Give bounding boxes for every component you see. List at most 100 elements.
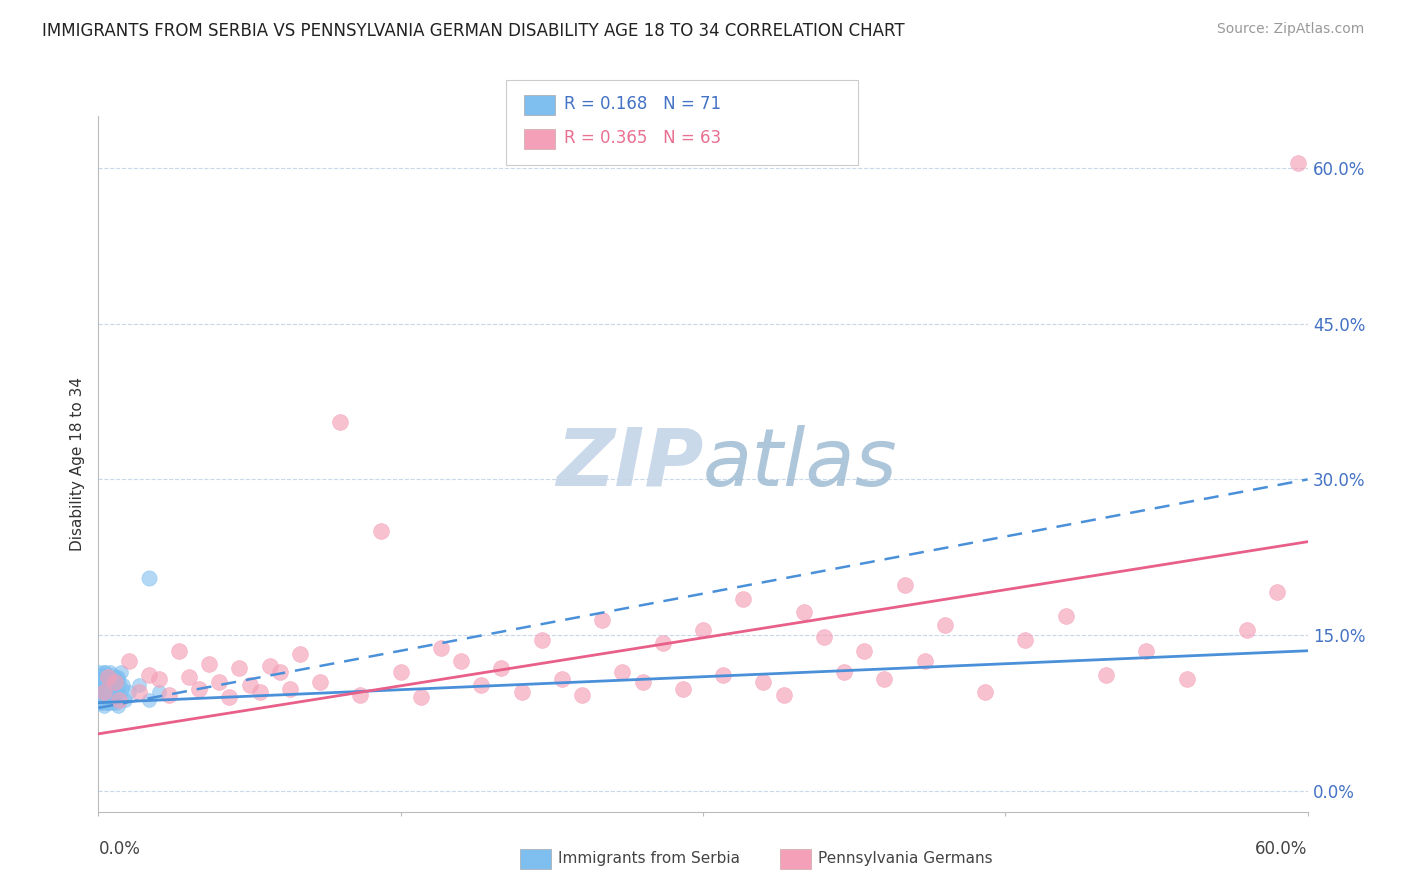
Point: [90, 689, 112, 703]
Point: [93, 685, 115, 699]
Text: 0.0%: 0.0%: [98, 839, 141, 857]
Point: [832, 665, 855, 679]
Point: [97, 678, 120, 692]
Point: [93, 674, 115, 689]
Point: [259, 659, 281, 673]
Point: [107, 698, 129, 713]
Point: [853, 644, 876, 658]
Point: [813, 630, 835, 644]
Point: [90, 692, 112, 706]
Point: [89, 696, 111, 710]
Point: [93, 689, 115, 703]
Point: [128, 685, 150, 699]
Point: [93, 692, 115, 706]
Point: [631, 674, 654, 689]
Point: [94, 690, 117, 705]
Point: [1054, 609, 1077, 624]
Point: [105, 696, 128, 710]
Point: [100, 674, 122, 689]
Point: [110, 665, 132, 679]
Point: [89, 670, 111, 684]
Point: [167, 644, 190, 658]
Point: [90, 674, 112, 689]
Y-axis label: Disability Age 18 to 34: Disability Age 18 to 34: [70, 376, 86, 551]
Point: [772, 689, 794, 703]
Point: [89, 689, 111, 703]
Point: [692, 623, 714, 637]
Point: [470, 678, 492, 692]
Point: [612, 665, 634, 679]
Point: [90, 667, 112, 681]
Text: IMMIGRANTS FROM SERBIA VS PENNSYLVANIA GERMAN DISABILITY AGE 18 TO 34 CORRELATIO: IMMIGRANTS FROM SERBIA VS PENNSYLVANIA G…: [42, 22, 905, 40]
Point: [100, 696, 122, 710]
Text: Pennsylvania Germans: Pennsylvania Germans: [818, 851, 993, 865]
Point: [793, 605, 815, 619]
Point: [93, 665, 115, 679]
Point: [1267, 584, 1289, 599]
Point: [530, 633, 553, 648]
Point: [97, 696, 120, 710]
Point: [711, 667, 734, 681]
Point: [104, 689, 127, 703]
Point: [218, 690, 240, 705]
Point: [269, 665, 291, 679]
Point: [96, 670, 118, 684]
Point: [349, 689, 371, 703]
Point: [87, 665, 110, 679]
Point: [107, 670, 129, 684]
Point: [96, 685, 118, 699]
Point: [1286, 155, 1309, 169]
Point: [103, 674, 125, 689]
Point: [91, 678, 114, 692]
Point: [309, 674, 332, 689]
Point: [733, 591, 755, 606]
Text: R = 0.365   N = 63: R = 0.365 N = 63: [564, 129, 721, 147]
Point: [249, 685, 271, 699]
Point: [188, 682, 211, 697]
Point: [571, 689, 593, 703]
Point: [105, 685, 128, 699]
Text: Immigrants from Serbia: Immigrants from Serbia: [558, 851, 740, 865]
Point: [91, 696, 114, 710]
Point: [138, 692, 160, 706]
Point: [107, 674, 129, 689]
Point: [98, 665, 121, 679]
Point: [591, 613, 613, 627]
Point: [198, 657, 221, 672]
Point: [101, 682, 124, 697]
Point: [430, 640, 453, 655]
Point: [89, 670, 111, 684]
Point: [450, 654, 472, 668]
Point: [288, 647, 311, 661]
Text: R = 0.168   N = 71: R = 0.168 N = 71: [564, 95, 721, 113]
Point: [91, 670, 114, 684]
Point: [107, 692, 129, 706]
Point: [179, 670, 201, 684]
Point: [96, 696, 118, 710]
Text: atlas: atlas: [703, 425, 898, 503]
Point: [118, 654, 141, 668]
Point: [1014, 633, 1036, 648]
Point: [93, 682, 115, 697]
Point: [138, 571, 160, 585]
Point: [96, 692, 118, 706]
Point: [103, 674, 125, 689]
Point: [90, 692, 112, 706]
Point: [89, 685, 111, 699]
Point: [96, 682, 118, 697]
Point: [94, 672, 117, 686]
Text: Source: ZipAtlas.com: Source: ZipAtlas.com: [1216, 22, 1364, 37]
Point: [91, 685, 114, 699]
Point: [97, 682, 120, 697]
Point: [157, 689, 180, 703]
Point: [1175, 672, 1198, 686]
Point: [1095, 667, 1118, 681]
Point: [370, 524, 392, 539]
Point: [974, 685, 997, 699]
Point: [389, 665, 412, 679]
Point: [89, 674, 111, 689]
Point: [409, 690, 432, 705]
Point: [672, 682, 695, 697]
Point: [551, 672, 574, 686]
Point: [93, 685, 115, 699]
